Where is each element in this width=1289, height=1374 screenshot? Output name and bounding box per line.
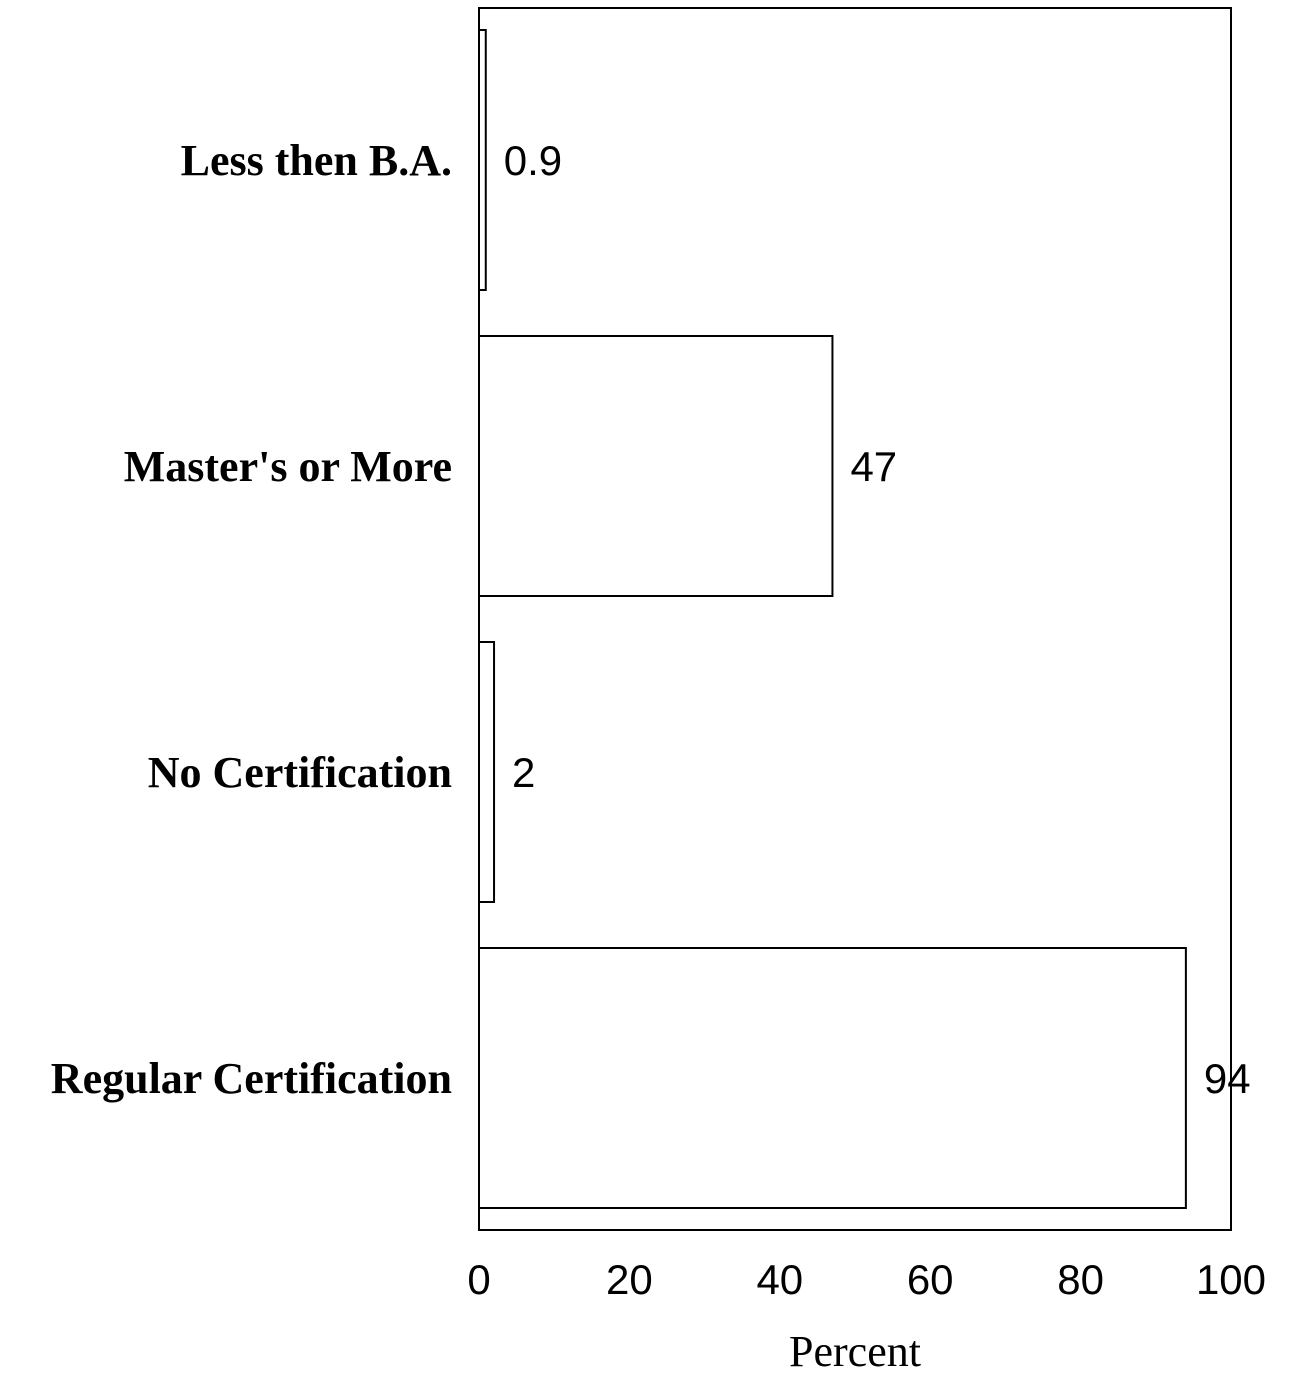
data-label: 0.9 <box>504 137 562 184</box>
x-axis-title: Percent <box>789 1327 921 1374</box>
bar <box>478 641 496 903</box>
bar <box>478 29 487 291</box>
x-tick-label: 0 <box>467 1256 490 1303</box>
x-tick-label: 20 <box>606 1256 653 1303</box>
x-tick-labels: 0 20 40 60 80 100 <box>467 1256 1266 1303</box>
data-labels: 0.9 47 2 94 <box>504 137 1251 1102</box>
data-label: 94 <box>1204 1055 1251 1102</box>
category-label: Master's or More <box>124 442 452 491</box>
data-label: 2 <box>512 749 535 796</box>
bars-group <box>478 29 1187 1209</box>
x-tick-label: 40 <box>756 1256 803 1303</box>
data-label: 47 <box>850 443 897 490</box>
x-tick-label: 80 <box>1057 1256 1104 1303</box>
category-label: Regular Certification <box>51 1054 452 1103</box>
category-label: No Certification <box>148 748 452 797</box>
bar <box>478 947 1187 1209</box>
x-tick-label: 100 <box>1196 1256 1266 1303</box>
plot-frame <box>478 7 1232 1231</box>
category-label: Less then B.A. <box>181 136 452 185</box>
bar <box>478 335 834 597</box>
x-tick-label: 60 <box>907 1256 954 1303</box>
category-labels: Less then B.A. Master's or More No Certifi… <box>51 136 452 1103</box>
